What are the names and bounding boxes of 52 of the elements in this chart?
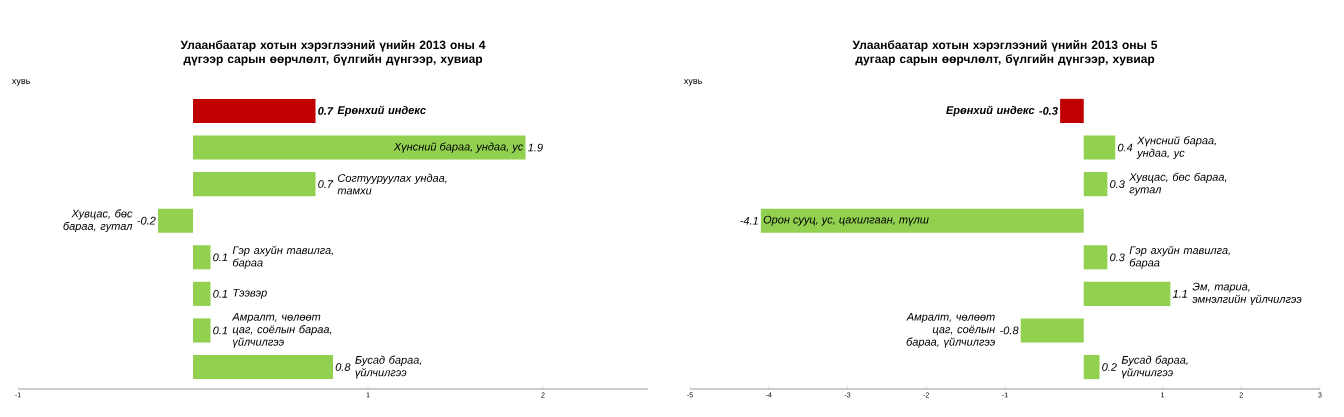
data-label: 1.9 xyxy=(527,143,543,152)
y-tick-label: Гэр ахуйн тавилга, бараа xyxy=(1129,245,1230,269)
y-tick-label: Тээвэр xyxy=(233,288,267,299)
y-tick-label: Хүнсний бараа, ундаа, ус xyxy=(1136,136,1216,159)
data-label: -0.3 xyxy=(1039,107,1058,115)
y-tick-label: Бусад бараа, үйлчилгээ xyxy=(355,355,422,379)
chart-title: Улаанбаатар хотын хэрэглээний үнийн 2013 оны 5 дугаар сарын өөрчлөлт, бүлгийн дүнгээр, хувиар xyxy=(852,40,1158,66)
bar xyxy=(193,281,211,306)
data-label: 0.7 xyxy=(318,107,334,115)
bar xyxy=(1083,245,1108,270)
y-tick-label: Ерөнхий индекс xyxy=(337,105,426,117)
bar xyxy=(158,208,194,233)
bar xyxy=(1060,98,1084,124)
bar xyxy=(193,135,526,160)
data-label: 1.1 xyxy=(1172,290,1187,298)
y-tick-label: Хувцас, бөс бараа, гутал xyxy=(63,209,133,233)
bar xyxy=(1083,281,1171,306)
data-label: 0.3 xyxy=(1110,253,1125,262)
data-label: 0.8 xyxy=(335,363,351,371)
data-label: -4.1 xyxy=(740,216,758,225)
bar xyxy=(760,208,1084,233)
bar xyxy=(193,354,334,380)
bar xyxy=(193,172,316,197)
data-label: -0.8 xyxy=(1000,326,1019,335)
y-tick-label: Хүнсний бараа, ундаа, ус xyxy=(393,142,524,153)
data-label: 0.3 xyxy=(1110,180,1125,189)
bar xyxy=(193,318,211,343)
bar xyxy=(1020,318,1084,343)
y-tick-label: Амралт, чөлөөт цаг, соёлын бараа, үйлчилгээ xyxy=(906,313,995,348)
y-axis-title: хувь xyxy=(12,79,31,86)
bar xyxy=(1083,172,1108,197)
y-tick-label: Гэр ахуйн тавилга, бараа xyxy=(232,245,333,269)
bar xyxy=(193,245,211,270)
y-tick-label: Хувцас, бөс бараа, гутал xyxy=(1129,172,1227,196)
y-tick-label: Ерөнхий индекс xyxy=(946,105,1035,117)
y-tick-label: Эм, тариа, эмнэлгийн үйлчилгээ xyxy=(1192,282,1302,306)
y-axis-title: хувь xyxy=(684,79,703,86)
data-label: -0.2 xyxy=(137,216,156,225)
data-label: 0.1 xyxy=(213,253,228,262)
data-label: 0.2 xyxy=(1102,363,1117,371)
y-tick-label: Согтууруулах ундаа, тамхи xyxy=(337,173,447,195)
bar xyxy=(1083,354,1100,380)
y-tick-label: Бусад бараа, үйлчилгээ xyxy=(1121,355,1188,379)
bar xyxy=(193,98,316,124)
data-label: 0.7 xyxy=(318,180,334,189)
bar xyxy=(1083,135,1116,160)
chart-title: Улаанбаатар хотын хэрэглээний үнийн 2013 оны 4 дүгээр сарын өөрчлөлт, бүлгийн дүнгээр, хувиар xyxy=(180,40,486,66)
data-label: 0.4 xyxy=(1117,143,1133,152)
y-tick-label: Амралт, чөлөөт цаг, соёлын бараа, үйлчилгээ xyxy=(231,313,332,348)
y-tick-label: Орон сууц, ус, цахилгаан, түлш xyxy=(763,215,929,226)
data-label: 0.1 xyxy=(213,326,228,335)
data-label: 0.1 xyxy=(213,289,228,298)
